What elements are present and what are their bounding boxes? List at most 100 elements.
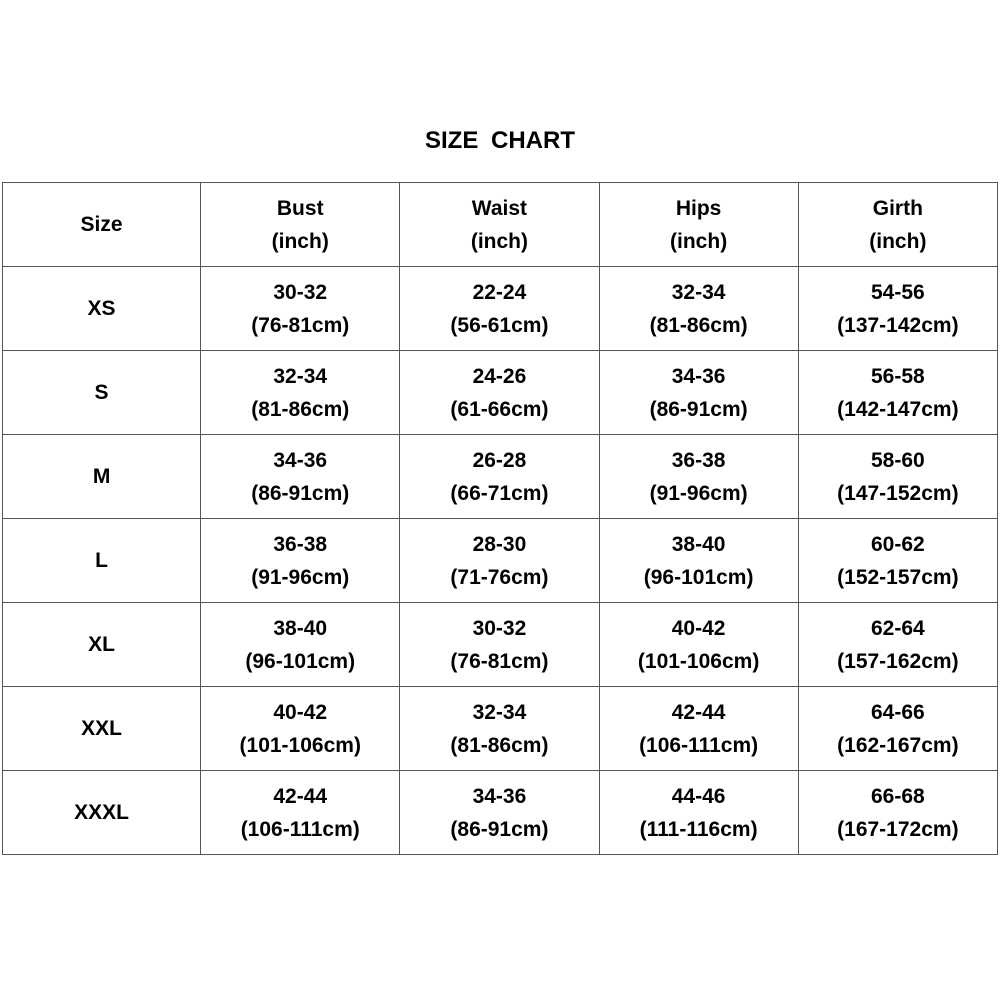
inch-range: 56-58 (871, 364, 925, 388)
table-row: M 34-36 (86-91cm) 26-28 (66-71cm) 36-38 (91-96… (1, 434, 999, 519)
measurement-cell: 36-38 (91-96cm) (598, 434, 799, 519)
header-unit: (inch) (271, 229, 329, 253)
inch-range: 42-44 (273, 784, 328, 808)
header-unit: (inch) (470, 229, 528, 253)
cm-range: (76-81cm) (251, 313, 350, 337)
measurement-cell: 42-44 (106-111cm) (598, 686, 799, 771)
inch-range: 34-36 (671, 364, 726, 388)
cm-range: (86-91cm) (251, 481, 350, 505)
measurement-cell: 28-30 (71-76cm) (399, 518, 600, 603)
inch-range: 24-26 (472, 364, 527, 388)
measurement-cell: 34-36 (86-91cm) (598, 350, 799, 435)
measurement-cell: 32-34 (81-86cm) (399, 686, 600, 771)
inch-range: 38-40 (273, 616, 328, 640)
inch-range: 34-36 (273, 448, 328, 472)
inch-range: 40-42 (273, 700, 328, 724)
inch-range: 30-32 (273, 280, 328, 304)
inch-range: 26-28 (472, 448, 527, 472)
size-cell: XXXL (1, 770, 202, 855)
size-chart-table: Size Bust (inch) Waist (inch) Hips (inch) G… (1, 182, 999, 855)
cm-range: (167-172cm) (837, 817, 959, 841)
cm-range: (162-167cm) (837, 733, 959, 757)
header-hips: Hips (inch) (598, 182, 799, 267)
cm-range: (61-66cm) (450, 397, 549, 421)
size-cell: L (1, 518, 202, 603)
header-row: Size Bust (inch) Waist (inch) Hips (inch) G… (1, 182, 999, 267)
measurement-cell: 24-26 (61-66cm) (399, 350, 600, 435)
cm-range: (96-101cm) (643, 565, 754, 589)
inch-range: 42-44 (671, 700, 726, 724)
inch-range: 32-34 (273, 364, 328, 388)
cm-range: (76-81cm) (450, 649, 549, 673)
header-unit: (inch) (869, 229, 927, 253)
cm-range: (91-96cm) (649, 481, 748, 505)
cm-range: (147-152cm) (837, 481, 959, 505)
table-row: XXXL 42-44 (106-111cm) 34-36 (86-91cm) 44-46 (… (1, 770, 999, 855)
measurement-cell: 40-42 (101-106cm) (200, 686, 401, 771)
measurement-cell: 42-44 (106-111cm) (200, 770, 401, 855)
table-row: S 32-34 (81-86cm) 24-26 (61-66cm) 34-36 (86-91… (1, 350, 999, 435)
cm-range: (66-71cm) (450, 481, 549, 505)
inch-range: 64-66 (871, 700, 925, 724)
cm-range: (137-142cm) (837, 313, 959, 337)
measurement-cell: 44-46 (111-116cm) (598, 770, 799, 855)
inch-range: 58-60 (871, 448, 925, 472)
header-waist: Waist (inch) (399, 182, 600, 267)
measurement-cell: 38-40 (96-101cm) (598, 518, 799, 603)
cm-range: (106-111cm) (240, 817, 360, 841)
inch-range: 28-30 (472, 532, 527, 556)
cm-range: (111-116cm) (639, 817, 758, 841)
header-label: Hips (675, 196, 722, 220)
size-cell: XXL (1, 686, 202, 771)
measurement-cell: 34-36 (86-91cm) (200, 434, 401, 519)
inch-range: 36-38 (273, 532, 328, 556)
table-row: XL 38-40 (96-101cm) 30-32 (76-81cm) 40-42 (101… (1, 602, 999, 687)
measurement-cell: 58-60 (147-152cm) (797, 434, 999, 519)
table-row: XS 30-32 (76-81cm) 22-24 (56-61cm) 32-34 (81-8… (1, 266, 999, 351)
cm-range: (91-96cm) (251, 565, 350, 589)
size-cell: S (1, 350, 202, 435)
measurement-cell: 26-28 (66-71cm) (399, 434, 600, 519)
header-label: Size (80, 213, 123, 236)
measurement-cell: 34-36 (86-91cm) (399, 770, 600, 855)
measurement-cell: 38-40 (96-101cm) (200, 602, 401, 687)
cm-range: (56-61cm) (450, 313, 549, 337)
size-cell: XS (1, 266, 202, 351)
cm-range: (86-91cm) (649, 397, 748, 421)
table-row: L 36-38 (91-96cm) 28-30 (71-76cm) 38-40 (96-10… (1, 518, 999, 603)
inch-range: 62-64 (871, 616, 925, 640)
inch-range: 34-36 (472, 784, 527, 808)
header-label: Girth (872, 196, 923, 220)
cm-range: (96-101cm) (245, 649, 356, 673)
header-label: Waist (471, 196, 528, 220)
cm-range: (71-76cm) (450, 565, 549, 589)
inch-range: 22-24 (472, 280, 527, 304)
cm-range: (152-157cm) (837, 565, 959, 589)
measurement-cell: 36-38 (91-96cm) (200, 518, 401, 603)
measurement-cell: 32-34 (81-86cm) (200, 350, 401, 435)
inch-range: 44-46 (671, 784, 726, 808)
measurement-cell: 54-56 (137-142cm) (797, 266, 999, 351)
measurement-cell: 64-66 (162-167cm) (797, 686, 999, 771)
size-cell: M (1, 434, 202, 519)
measurement-cell: 32-34 (81-86cm) (598, 266, 799, 351)
measurement-cell: 66-68 (167-172cm) (797, 770, 999, 855)
table-row: XXL 40-42 (101-106cm) 32-34 (81-86cm) 42-44 (1… (1, 686, 999, 771)
inch-range: 60-62 (871, 532, 925, 556)
inch-range: 30-32 (472, 616, 527, 640)
header-girth: Girth (inch) (797, 182, 999, 267)
inch-range: 40-42 (671, 616, 726, 640)
cm-range: (142-147cm) (837, 397, 959, 421)
cm-range: (81-86cm) (649, 313, 748, 337)
inch-range: 66-68 (871, 784, 925, 808)
measurement-cell: 30-32 (76-81cm) (399, 602, 600, 687)
header-unit: (inch) (670, 229, 728, 253)
cm-range: (81-86cm) (251, 397, 350, 421)
cm-range: (81-86cm) (450, 733, 549, 757)
cm-range: (101-106cm) (637, 649, 760, 673)
cm-range: (157-162cm) (837, 649, 959, 673)
inch-range: 38-40 (671, 532, 726, 556)
cm-range: (86-91cm) (450, 817, 549, 841)
size-cell: XL (1, 602, 202, 687)
header-bust: Bust (inch) (200, 182, 401, 267)
